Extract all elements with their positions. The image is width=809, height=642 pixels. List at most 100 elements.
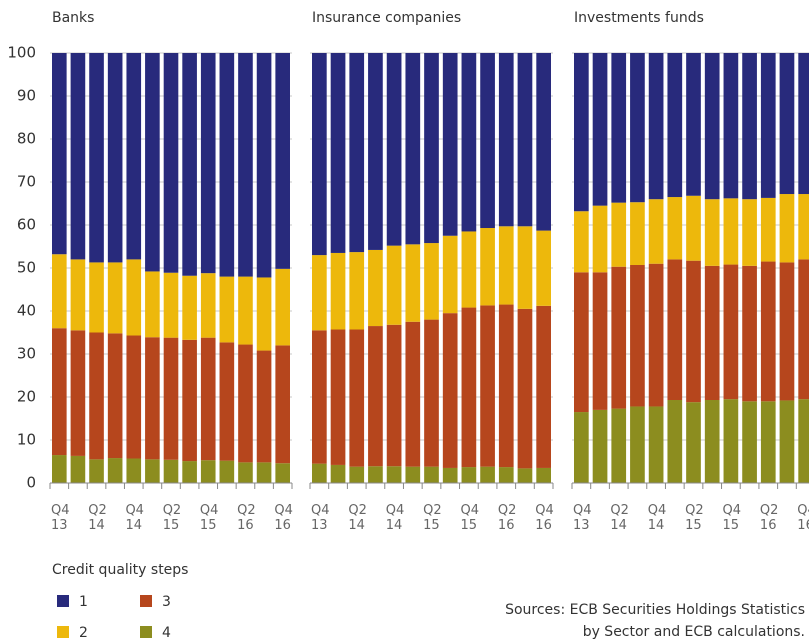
bar-segment: [536, 230, 551, 306]
bar-segment: [723, 264, 739, 400]
bar-segment: [779, 400, 795, 483]
bar-segment: [182, 461, 197, 483]
bar-segment: [219, 276, 235, 343]
bar-segment: [89, 262, 104, 333]
bar-segment: [498, 53, 514, 227]
x-tick-label: Q2 14: [610, 503, 629, 533]
bar-segment: [163, 459, 179, 483]
bar-segment: [667, 53, 683, 198]
x-tick-label: Q4 15: [461, 503, 480, 533]
x-tick-label: Q4 15: [723, 503, 742, 533]
bar-segment: [611, 408, 627, 483]
legend-swatch: [57, 626, 69, 638]
bar-segment: [498, 304, 514, 468]
y-tick-label: 90: [17, 87, 36, 105]
y-tick-label: 20: [17, 388, 36, 406]
bar-segment: [126, 259, 142, 336]
bar-segment: [386, 245, 402, 325]
x-tick-label: Q2 16: [237, 503, 256, 533]
bar-segment: [648, 53, 664, 200]
bar-segment: [349, 329, 365, 467]
x-tick-label: Q4 14: [125, 503, 144, 533]
bar-segment: [574, 272, 589, 413]
bar-segment: [330, 464, 346, 483]
bar-segment: [574, 53, 589, 212]
bar-segment: [405, 53, 421, 245]
bar-segment: [405, 244, 421, 322]
bar-segment: [219, 460, 235, 483]
panel-title: Insurance companies: [312, 10, 461, 26]
bar-segment: [630, 264, 645, 407]
bar-segment: [275, 53, 290, 269]
bar-segment: [89, 459, 104, 483]
x-tick-label: Q2 15: [423, 503, 442, 533]
x-tick-label: Q4 15: [200, 503, 219, 533]
bar-segment: [498, 467, 514, 483]
bar-segment: [182, 275, 197, 340]
bar-segment: [145, 53, 160, 272]
bar-segment: [424, 319, 439, 467]
bar-segment: [592, 272, 608, 410]
bar-segment: [145, 271, 160, 338]
bar-segment: [779, 53, 795, 195]
bar-segment: [442, 53, 458, 236]
bar-segment: [89, 332, 104, 460]
bar-segment: [424, 53, 439, 244]
bar-segment: [386, 466, 402, 483]
bar-segment: [480, 228, 495, 306]
bar-segment: [368, 53, 383, 250]
bar-segment: [630, 53, 645, 203]
bar-segment: [107, 53, 123, 263]
legend-label: 2: [79, 625, 88, 641]
bar-segment: [163, 53, 179, 273]
bar-segment: [760, 197, 776, 262]
bar-segment: [219, 53, 235, 277]
bar-segment: [330, 329, 346, 465]
bar-segment: [70, 53, 86, 260]
bar-segment: [592, 409, 608, 483]
bar-segment: [70, 259, 86, 331]
bar-segment: [256, 53, 272, 278]
bar-segment: [742, 53, 757, 200]
bar-segment: [424, 243, 439, 320]
bar-segment: [742, 401, 757, 483]
x-tick-label: Q2 16: [760, 503, 779, 533]
bar-segment: [798, 259, 809, 400]
bar-segment: [630, 406, 645, 483]
legend-swatch: [140, 595, 152, 607]
bar-segment: [424, 466, 439, 483]
bar-segment: [405, 466, 421, 483]
bar-segment: [742, 265, 757, 402]
bar-segment: [723, 198, 739, 265]
bar-segment: [52, 328, 67, 456]
y-tick-label: 100: [7, 44, 36, 62]
bar-segment: [275, 463, 290, 483]
bar-segment: [648, 406, 664, 483]
bar-segment: [126, 53, 142, 260]
bar-segment: [760, 401, 776, 483]
bar-segment: [574, 211, 589, 273]
y-tick-label: 0: [26, 474, 36, 492]
bar-segment: [145, 459, 160, 483]
bar-segment: [723, 53, 739, 199]
bar-segment: [126, 335, 142, 459]
y-tick-label: 80: [17, 130, 36, 148]
bar-segment: [330, 53, 346, 253]
bar-segment: [52, 53, 67, 255]
bar-segment: [517, 53, 533, 227]
bar-segment: [536, 53, 551, 231]
bar-segment: [592, 205, 608, 273]
bar-segment: [704, 265, 720, 401]
bar-segment: [238, 344, 253, 463]
bar-segment: [368, 249, 383, 327]
bar-segment: [461, 467, 477, 483]
bar-segment: [256, 462, 272, 483]
legend-swatch: [140, 626, 152, 638]
bar-segment: [312, 463, 327, 483]
bar-segment: [760, 261, 776, 402]
bar-segment: [349, 466, 365, 483]
bar-segment: [442, 313, 458, 468]
bar-segment: [70, 330, 86, 456]
